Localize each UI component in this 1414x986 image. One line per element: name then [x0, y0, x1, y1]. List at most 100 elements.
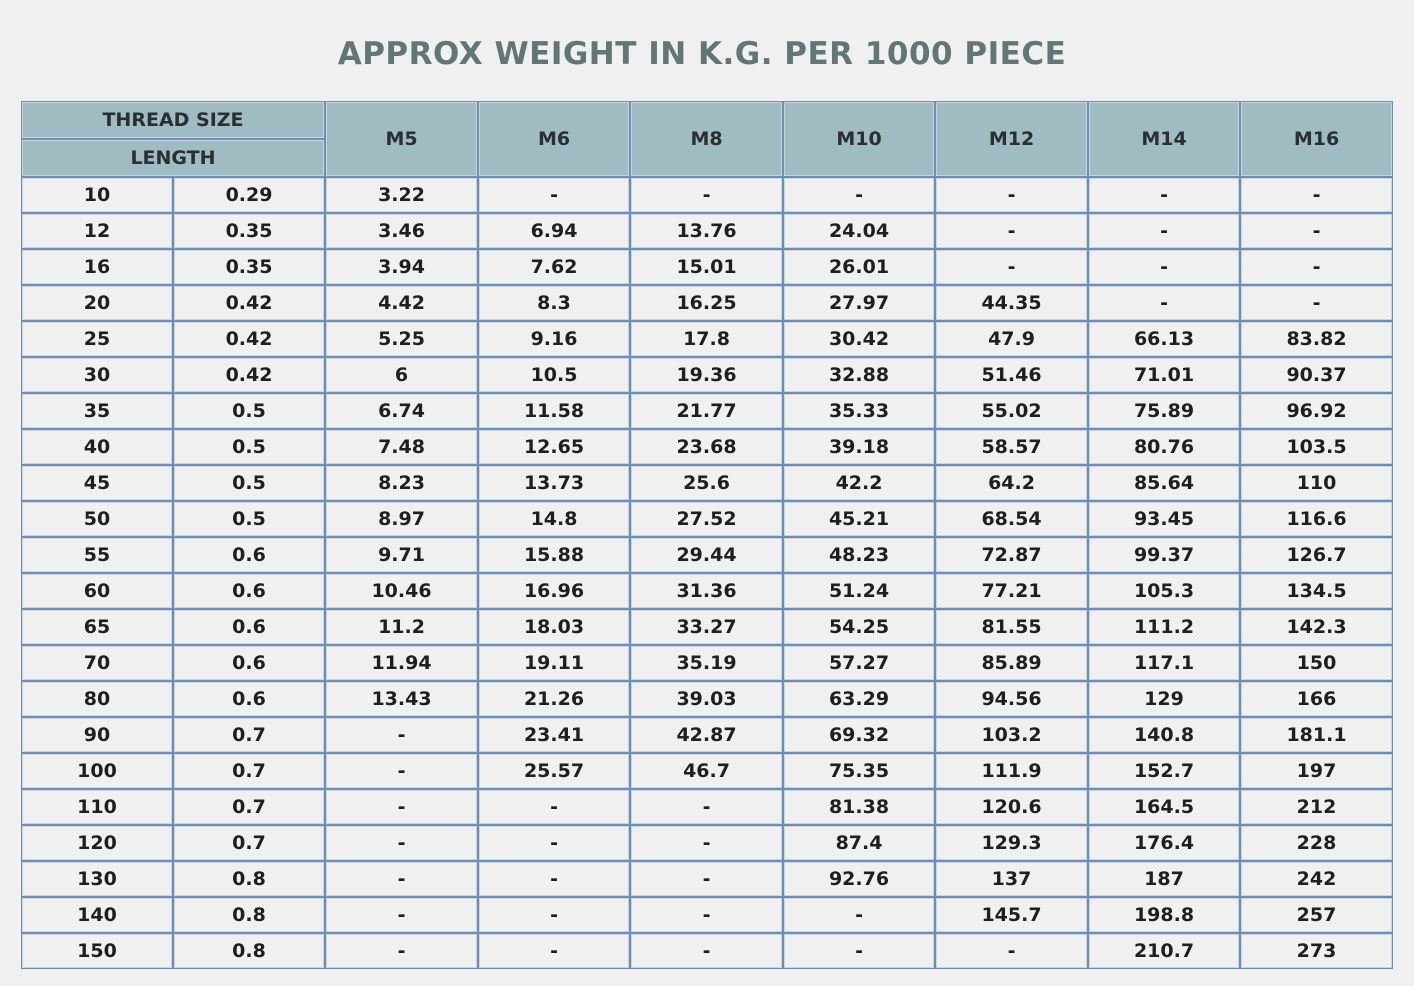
- weight-cell: 13.43: [325, 681, 479, 717]
- weight-cell: -: [478, 897, 631, 933]
- weight-cell: 6.74: [325, 393, 479, 429]
- weight-cell: 6.94: [478, 213, 631, 249]
- weight-cell: 35.19: [630, 645, 784, 681]
- weight-cell: 8.97: [325, 501, 479, 537]
- weight-cell: 19.36: [630, 357, 784, 393]
- weight-cell: 212: [1240, 789, 1394, 825]
- weight-cell: 96.92: [1240, 393, 1394, 429]
- weight-cell: 7.48: [325, 429, 479, 465]
- weight-cell: 111.2: [1088, 609, 1241, 645]
- weight-cell: 31.36: [630, 573, 784, 609]
- weight-cell: -: [630, 177, 784, 213]
- weight-cell: 55.02: [935, 393, 1089, 429]
- pitch-cell: 0.42: [173, 285, 326, 321]
- weight-cell: 210.7: [1088, 933, 1241, 969]
- weight-cell: 129: [1088, 681, 1241, 717]
- weight-cell: 7.62: [478, 249, 631, 285]
- weight-cell: -: [325, 933, 479, 969]
- table-row: 50 0.5 8.97 14.8 27.52 45.21 68.54 93.45 116.6: [21, 501, 1394, 537]
- pitch-cell: 0.5: [173, 429, 326, 465]
- weight-cell: 134.5: [1240, 573, 1394, 609]
- weight-cell: -: [783, 177, 936, 213]
- weight-cell: 145.7: [935, 897, 1089, 933]
- table-row: 60 0.6 10.46 16.96 31.36 51.24 77.21 105.3 134.5: [21, 573, 1394, 609]
- column-header-m16: M16: [1240, 101, 1394, 177]
- pitch-cell: 0.7: [173, 789, 326, 825]
- table-row: 10 0.29 3.22- - - - - -: [21, 177, 1394, 213]
- length-cell: 140: [21, 897, 173, 933]
- weight-table: THREAD SIZE M5 M6 M8 M10 M12 M14 M16 LEN…: [21, 101, 1394, 969]
- table-row: 12 0.35 3.46 6.94 13.76 24.04- - -: [21, 213, 1394, 249]
- table-body: 10 0.29 3.22- - - - - -12 0.35 3.46 6.94 13.76 24.04…: [21, 177, 1394, 969]
- table-row: 110 0.7- - -81.38 120.6 164.5 212: [21, 789, 1394, 825]
- weight-cell: 51.46: [935, 357, 1089, 393]
- weight-cell: 242: [1240, 861, 1394, 897]
- weight-cell: 21.26: [478, 681, 631, 717]
- length-cell: 35: [21, 393, 173, 429]
- pitch-cell: 0.5: [173, 393, 326, 429]
- weight-cell: -: [1088, 177, 1241, 213]
- weight-cell: 110: [1240, 465, 1394, 501]
- weight-cell: 30.42: [783, 321, 936, 357]
- pitch-cell: 0.7: [173, 753, 326, 789]
- length-cell: 10: [21, 177, 173, 213]
- table-row: 100 0.7-25.57 46.7 75.35 111.9 152.7 197: [21, 753, 1394, 789]
- weight-cell: -: [630, 861, 784, 897]
- weight-cell: -: [325, 753, 479, 789]
- pitch-cell: 0.6: [173, 609, 326, 645]
- length-cell: 50: [21, 501, 173, 537]
- weight-cell: -: [1088, 213, 1241, 249]
- weight-cell: -: [783, 897, 936, 933]
- length-cell: 70: [21, 645, 173, 681]
- weight-cell: 14.8: [478, 501, 631, 537]
- weight-cell: -: [630, 789, 784, 825]
- weight-cell: 150: [1240, 645, 1394, 681]
- weight-cell: 90.37: [1240, 357, 1394, 393]
- pitch-cell: 0.6: [173, 537, 326, 573]
- weight-cell: 21.77: [630, 393, 784, 429]
- length-cell: 40: [21, 429, 173, 465]
- weight-cell: 44.35: [935, 285, 1089, 321]
- length-cell: 110: [21, 789, 173, 825]
- weight-cell: -: [1240, 249, 1394, 285]
- pitch-cell: 0.6: [173, 681, 326, 717]
- column-header-m8: M8: [630, 101, 784, 177]
- thread-size-header: THREAD SIZE: [21, 101, 326, 139]
- pitch-cell: 0.5: [173, 501, 326, 537]
- weight-cell: -: [478, 177, 631, 213]
- pitch-cell: 0.35: [173, 249, 326, 285]
- weight-cell: 181.1: [1240, 717, 1394, 753]
- weight-cell: 83.82: [1240, 321, 1394, 357]
- weight-cell: 45.21: [783, 501, 936, 537]
- weight-cell: 51.24: [783, 573, 936, 609]
- length-cell: 65: [21, 609, 173, 645]
- weight-cell: 77.21: [935, 573, 1089, 609]
- weight-cell: 58.57: [935, 429, 1089, 465]
- column-header-m12: M12: [935, 101, 1089, 177]
- weight-cell: 16.25: [630, 285, 784, 321]
- pitch-cell: 0.6: [173, 645, 326, 681]
- weight-cell: -: [630, 933, 784, 969]
- weight-cell: 273: [1240, 933, 1394, 969]
- weight-cell: 27.97: [783, 285, 936, 321]
- weight-cell: -: [325, 825, 479, 861]
- weight-cell: -: [325, 861, 479, 897]
- weight-cell: 25.57: [478, 753, 631, 789]
- table-row: 140 0.8- - - -145.7 198.8 257: [21, 897, 1394, 933]
- weight-cell: 19.11: [478, 645, 631, 681]
- weight-cell: 103.2: [935, 717, 1089, 753]
- weight-cell: 57.27: [783, 645, 936, 681]
- length-cell: 16: [21, 249, 173, 285]
- weight-cell: 93.45: [1088, 501, 1241, 537]
- pitch-cell: 0.7: [173, 825, 326, 861]
- weight-cell: 116.6: [1240, 501, 1394, 537]
- pitch-cell: 0.6: [173, 573, 326, 609]
- weight-cell: 18.03: [478, 609, 631, 645]
- weight-cell: -: [478, 825, 631, 861]
- weight-cell: 103.5: [1240, 429, 1394, 465]
- weight-cell: 42.2: [783, 465, 936, 501]
- weight-cell: 152.7: [1088, 753, 1241, 789]
- weight-cell: 85.89: [935, 645, 1089, 681]
- weight-cell: -: [935, 249, 1089, 285]
- weight-cell: -: [325, 897, 479, 933]
